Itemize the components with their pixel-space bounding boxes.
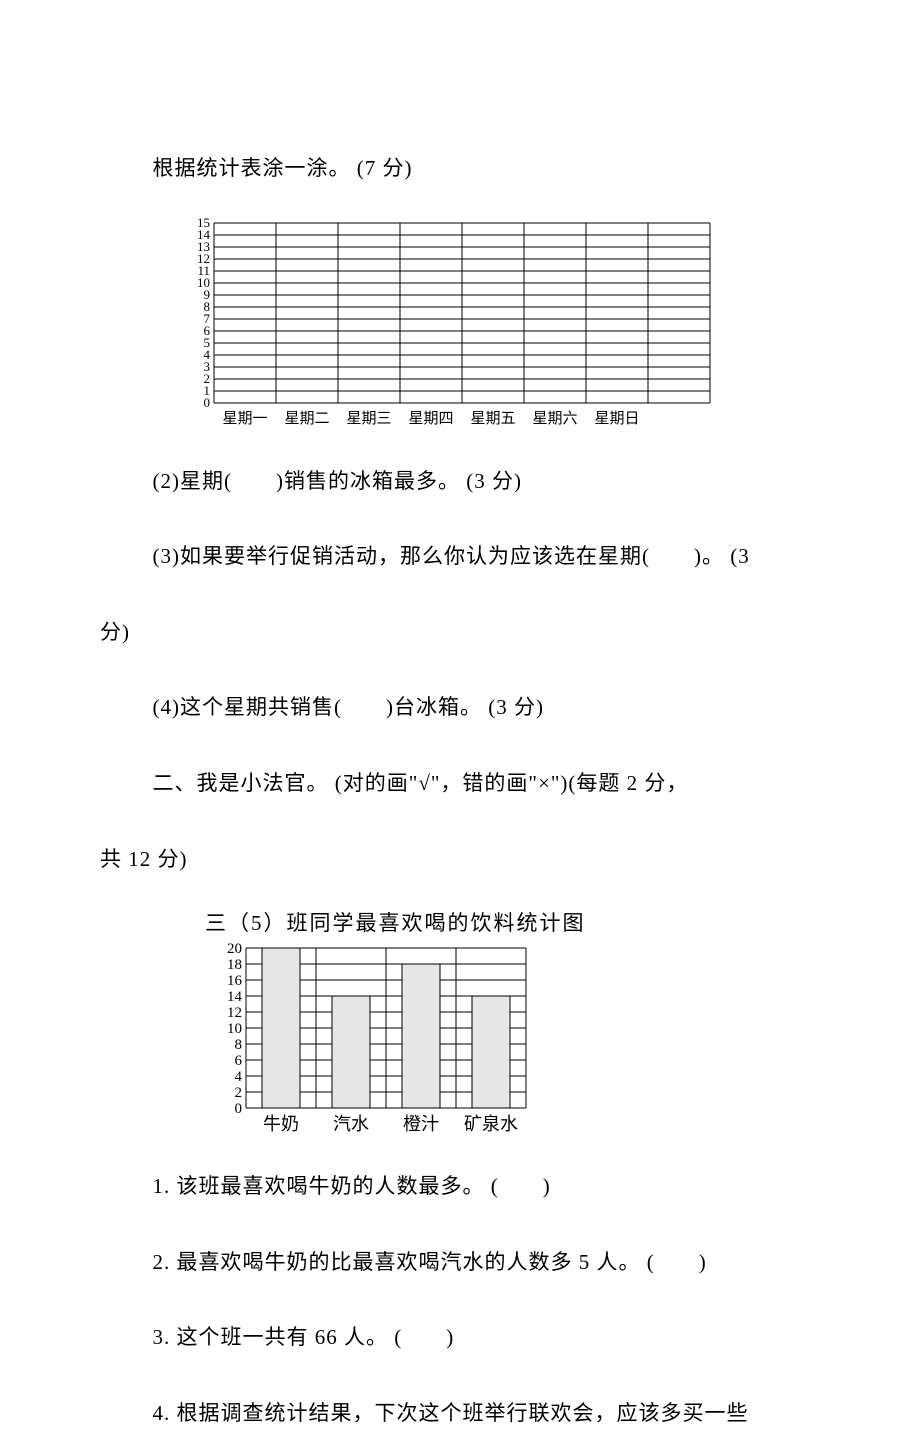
svg-text:16: 16 [227,973,243,989]
question-2: (2)星期( )销售的冰箱最多。 (3 分) [100,454,820,509]
svg-text:18: 18 [227,957,242,973]
chart2-title: 三（5）班同学最喜欢喝的饮料统计图 [205,907,820,937]
svg-text:15: 15 [197,217,210,230]
svg-text:星期六: 星期六 [532,410,577,427]
svg-text:星期二: 星期二 [284,410,329,427]
chart2-container: 02468101214161820 牛奶 汽水 橙汁 矿泉水 [210,942,820,1138]
svg-text:矿泉水: 矿泉水 [464,1114,518,1134]
svg-text:星期一: 星期一 [222,410,267,427]
instruction-1: 根据统计表涂一涂。 (7 分) [100,141,820,196]
judge-4: 4. 根据调查统计结果，下次这个班举行联欢会，应该多买一些 [100,1386,820,1441]
svg-text:星期日: 星期日 [594,410,639,427]
chart1-container: 0123456789101112131415星期一星期二星期三星期四星期五星期六… [180,217,820,433]
svg-text:12: 12 [227,1005,242,1021]
svg-text:10: 10 [227,1021,242,1037]
svg-text:星期四: 星期四 [408,410,453,427]
question-3b: 分) [100,605,820,660]
svg-text:14: 14 [227,989,243,1005]
svg-text:20: 20 [227,942,242,957]
svg-text:8: 8 [235,1037,243,1053]
chart2-bar-chart: 02468101214161820 牛奶 汽水 橙汁 矿泉水 [210,942,530,1138]
svg-text:2: 2 [235,1085,243,1101]
judge-3: 3. 这个班一共有 66 人。 ( ) [100,1310,820,1365]
svg-text:星期五: 星期五 [470,410,515,427]
judge-1: 1. 该班最喜欢喝牛奶的人数最多。 ( ) [100,1159,820,1214]
judge-2: 2. 最喜欢喝牛奶的比最喜欢喝汽水的人数多 5 人。 ( ) [100,1235,820,1290]
question-3a: (3)如果要举行促销活动，那么你认为应该选在星期( )。 (3 [100,529,820,584]
section-2a: 二、我是小法官。 (对的画"√"，错的画"×")(每题 2 分， [100,756,820,811]
svg-text:0: 0 [235,1101,243,1117]
section-2b: 共 12 分) [100,832,820,887]
svg-text:6: 6 [235,1053,243,1069]
svg-text:橙汁: 橙汁 [403,1114,439,1134]
chart1-blank-grid: 0123456789101112131415星期一星期二星期三星期四星期五星期六… [180,217,714,433]
svg-text:星期三: 星期三 [346,410,391,427]
svg-text:牛奶: 牛奶 [263,1114,299,1134]
svg-text:4: 4 [235,1069,243,1085]
svg-text:汽水: 汽水 [333,1114,369,1134]
question-4: (4)这个星期共销售( )台冰箱。 (3 分) [100,680,820,735]
